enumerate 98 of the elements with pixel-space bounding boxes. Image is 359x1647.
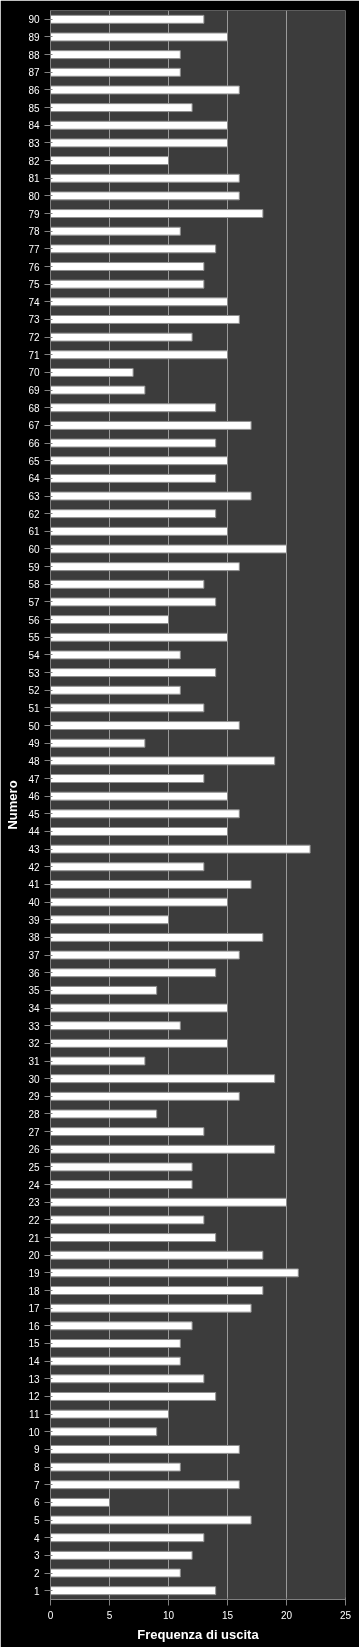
y-tick-label: 45 (28, 808, 40, 820)
x-tick-label: 20 (280, 1609, 293, 1621)
x-axis-title: Frequenza di uscita (137, 1626, 260, 1642)
y-tick-label: 26 (28, 1144, 40, 1156)
y-tick-label: 46 (28, 791, 40, 803)
y-tick-label: 62 (28, 508, 40, 520)
y-tick-label: 16 (28, 1320, 40, 1332)
y-tick-label: 81 (28, 173, 40, 185)
y-tick-label: 80 (28, 190, 40, 202)
y-tick-label: 17 (28, 1303, 40, 1315)
y-tick-label: 63 (28, 491, 40, 503)
y-tick-label: 83 (28, 137, 40, 149)
y-tick-label: 21 (28, 1232, 40, 1244)
y-tick-label: 3 (33, 1550, 40, 1562)
y-tick-label: 27 (28, 1126, 40, 1138)
y-tick-label: 73 (28, 314, 40, 326)
x-tick-label: 10 (162, 1609, 175, 1621)
y-tick-label: 76 (28, 261, 40, 273)
y-tick-label: 2 (33, 1568, 40, 1580)
y-tick-label: 8 (33, 1462, 40, 1474)
y-tick-label: 34 (28, 1003, 40, 1015)
y-tick-label: 71 (28, 349, 40, 361)
y-tick-label: 60 (28, 543, 40, 555)
y-tick-label: 74 (28, 296, 40, 308)
y-tick-label: 72 (28, 332, 40, 344)
y-tick-label: 24 (28, 1179, 40, 1191)
y-tick-label: 69 (28, 385, 40, 397)
x-tick-label: 15 (221, 1609, 234, 1621)
y-tick-label: 14 (28, 1356, 40, 1368)
y-tick-label: 37 (28, 950, 40, 962)
y-tick-label: 32 (28, 1038, 40, 1050)
y-tick-label: 20 (28, 1250, 40, 1262)
y-tick-label: 82 (28, 155, 40, 167)
y-tick-label: 61 (28, 526, 40, 538)
y-tick-label: 90 (28, 14, 40, 26)
y-tick-label: 57 (28, 596, 40, 608)
y-tick-label: 30 (28, 1073, 40, 1085)
y-tick-label: 40 (28, 897, 40, 909)
y-tick-label: 89 (28, 31, 40, 43)
y-tick-label: 77 (28, 243, 40, 255)
y-tick-label: 29 (28, 1091, 40, 1103)
y-tick-label: 88 (28, 49, 40, 61)
y-tick-label: 18 (28, 1285, 40, 1297)
y-tick-label: 53 (28, 667, 40, 679)
y-tick-label: 6 (33, 1497, 40, 1509)
y-tick-label: 58 (28, 579, 40, 591)
y-tick-label: 39 (28, 914, 40, 926)
y-tick-label: 50 (28, 720, 40, 732)
y-tick-label: 67 (28, 420, 40, 432)
y-tick-label: 87 (28, 67, 40, 79)
y-tick-label: 13 (28, 1373, 40, 1385)
y-tick-label: 44 (28, 826, 40, 838)
y-tick-label: 22 (28, 1214, 40, 1226)
y-tick-label: 85 (28, 102, 40, 114)
y-tick-label: 43 (28, 844, 40, 856)
y-tick-label: 75 (28, 279, 40, 291)
y-tick-label: 47 (28, 773, 40, 785)
y-tick-label: 51 (28, 702, 40, 714)
y-tick-label: 7 (33, 1479, 40, 1491)
y-tick-label: 56 (28, 614, 40, 626)
x-tick-label: 25 (339, 1609, 352, 1621)
y-tick-label: 35 (28, 985, 40, 997)
y-tick-label: 10 (28, 1426, 40, 1438)
y-tick-label: 59 (28, 561, 40, 573)
y-tick-label: 79 (28, 208, 40, 220)
y-tick-label: 11 (29, 1409, 40, 1421)
y-tick-label: 48 (28, 755, 40, 767)
y-tick-label: 86 (28, 84, 40, 96)
y-tick-label: 70 (28, 367, 40, 379)
y-tick-label: 38 (28, 932, 40, 944)
y-tick-label: 33 (28, 1020, 40, 1032)
y-tick-label: 31 (28, 1056, 40, 1068)
y-tick-label: 1 (33, 1585, 40, 1597)
y-tick-label: 15 (28, 1338, 40, 1350)
y-tick-label: 66 (28, 438, 40, 450)
y-axis-title: Numero (5, 780, 21, 830)
y-tick-label: 5 (33, 1515, 40, 1527)
y-tick-label: 19 (28, 1267, 40, 1279)
y-tick-label: 55 (28, 632, 40, 644)
y-tick-label: 25 (28, 1161, 40, 1173)
y-tick-label: 54 (28, 649, 40, 661)
x-tick-label: 0 (47, 1609, 54, 1621)
y-tick-label: 84 (28, 120, 40, 132)
y-tick-label: 28 (28, 1108, 40, 1120)
y-tick-label: 78 (28, 226, 40, 238)
y-tick-label: 41 (28, 879, 40, 891)
x-tick-label: 5 (106, 1609, 113, 1621)
y-tick-label: 49 (28, 738, 40, 750)
y-tick-label: 36 (28, 967, 40, 979)
y-tick-label: 4 (33, 1532, 40, 1544)
y-tick-label: 42 (28, 861, 40, 873)
y-tick-label: 64 (28, 473, 40, 485)
y-tick-label: 23 (28, 1197, 40, 1209)
y-tick-label: 68 (28, 402, 40, 414)
y-tick-label: 9 (33, 1444, 40, 1456)
y-tick-label: 12 (28, 1391, 40, 1403)
y-tick-label: 65 (28, 455, 40, 467)
y-tick-label: 52 (28, 685, 40, 697)
